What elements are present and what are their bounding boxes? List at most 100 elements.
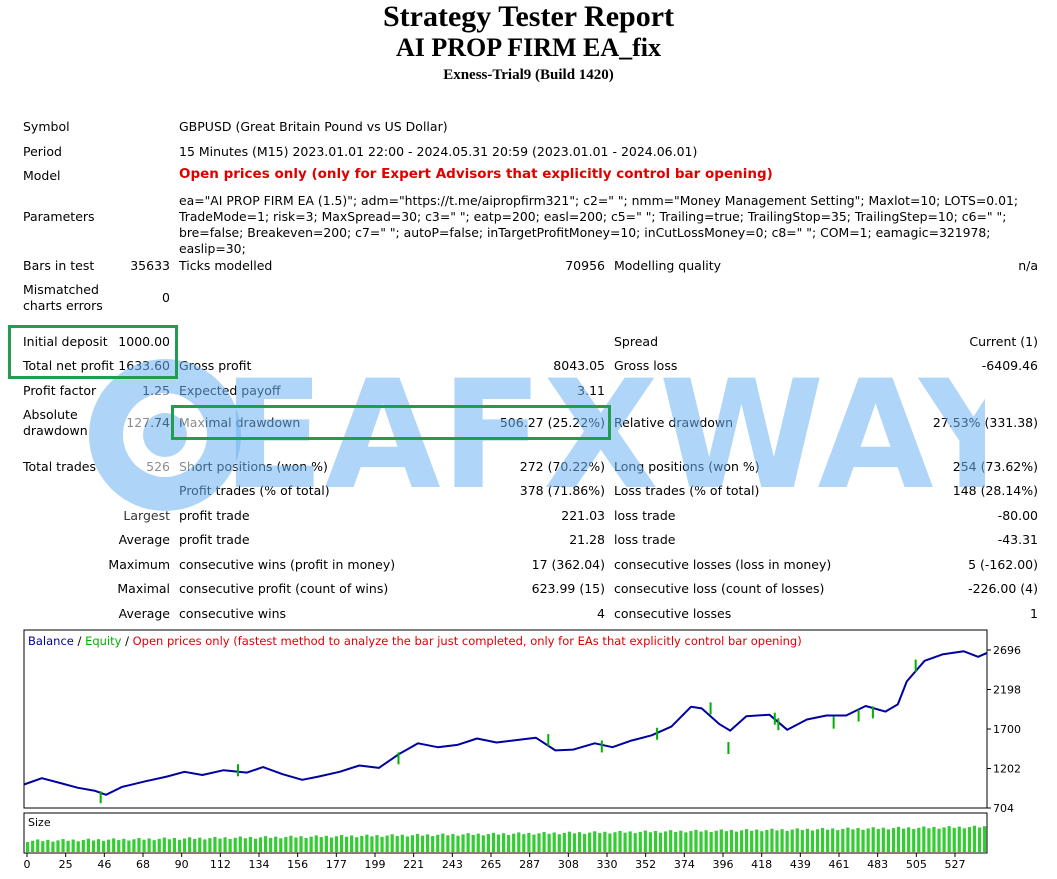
legend-sep1: / — [74, 634, 85, 648]
x-tick-label: 505 — [906, 858, 927, 871]
size-bar — [324, 835, 328, 852]
size-bar — [309, 836, 313, 852]
size-bar — [689, 831, 693, 852]
size-bar — [861, 829, 865, 852]
largest-label: Largest — [123, 508, 170, 523]
size-bar — [866, 828, 870, 852]
size-bar — [400, 834, 404, 852]
cons-losses-label: consecutive losses — [614, 606, 732, 621]
size-bar — [345, 836, 349, 852]
short-positions-label: Short positions (won %) — [179, 459, 328, 474]
size-bar — [486, 834, 490, 852]
size-bar — [901, 828, 906, 852]
size-bar — [522, 834, 526, 852]
size-bar — [618, 830, 622, 852]
size-bar — [648, 832, 653, 852]
size-bar — [375, 835, 379, 852]
size-bar — [745, 829, 749, 852]
size-label: Size — [28, 816, 51, 829]
size-bar — [101, 840, 106, 852]
size-bar — [664, 831, 668, 852]
size-bar — [172, 838, 177, 852]
legend-note: Open prices only (fastest method to anal… — [133, 634, 802, 648]
size-bar — [319, 837, 323, 852]
report-title: Strategy Tester Report — [382, 0, 675, 33]
drawdown-highlight — [171, 405, 611, 440]
size-bar — [588, 832, 592, 852]
quality-label: Modelling quality — [614, 258, 722, 273]
cons-loss-label: consecutive loss (count of losses) — [614, 581, 825, 596]
size-bar — [669, 830, 673, 852]
size-bar — [724, 831, 728, 852]
legend-balance: Balance — [28, 634, 74, 648]
size-bar — [228, 839, 232, 852]
size-bar — [542, 832, 546, 852]
size-bar — [96, 839, 101, 852]
size-bar — [841, 828, 845, 852]
maximum-label: Maximum — [108, 557, 170, 572]
size-bar — [851, 829, 855, 852]
size-bar — [456, 835, 460, 852]
size-bar — [709, 832, 713, 852]
maximal-drawdown-value: 506.27 (25.22%) — [499, 415, 605, 430]
size-bar — [385, 835, 389, 852]
mismatch-label: Mismatched charts errors — [23, 282, 103, 313]
size-bar — [203, 839, 207, 852]
size-bar — [304, 837, 308, 852]
size-bar — [329, 837, 334, 852]
size-bar — [370, 836, 374, 852]
expected-payoff-value: 3.11 — [577, 383, 605, 398]
x-tick-label: 46 — [97, 858, 111, 871]
loss-trades-value: 148 (28.14%) — [952, 483, 1038, 498]
size-bar — [420, 835, 425, 852]
size-bar — [785, 830, 789, 852]
size-bar — [188, 837, 192, 852]
size-bar — [360, 835, 364, 852]
size-bar — [977, 827, 982, 852]
quality-value: n/a — [1018, 258, 1038, 273]
size-bar — [243, 838, 247, 852]
size-bar — [233, 837, 237, 852]
size-bar — [562, 832, 566, 852]
size-bar — [142, 839, 146, 852]
size-bar — [405, 836, 409, 852]
long-positions-label: Long positions (won %) — [614, 459, 760, 474]
size-bar — [471, 834, 475, 852]
x-tick-label: 352 — [635, 858, 656, 871]
size-bar — [547, 833, 551, 852]
expected-payoff-label: Expected payoff — [179, 383, 281, 398]
ticks-value: 70956 — [565, 258, 605, 273]
gross-profit-label: Gross profit — [179, 358, 252, 373]
size-bar — [937, 828, 941, 852]
average-cons-label: Average — [118, 606, 170, 621]
x-tick-label: 287 — [519, 858, 540, 871]
bars-value: 35633 — [130, 258, 170, 273]
size-bar — [917, 827, 921, 852]
size-bar — [537, 833, 541, 852]
size-bar — [739, 830, 744, 852]
size-bar — [967, 827, 972, 852]
size-bar — [137, 837, 141, 852]
total-trades-label: Total trades — [23, 459, 97, 474]
size-bar — [623, 832, 627, 852]
x-tick-label: 461 — [829, 858, 850, 871]
profit-trades-value: 378 (71.86%) — [519, 483, 605, 498]
size-bar — [91, 840, 96, 852]
profit-factor-value: 1.25 — [142, 383, 170, 398]
size-bar — [71, 839, 75, 852]
size-bar — [410, 835, 415, 852]
size-bar — [147, 838, 151, 852]
size-bar — [269, 837, 273, 852]
total-trades-value: 526 — [146, 459, 170, 474]
size-bar — [952, 827, 956, 852]
size-bar — [750, 830, 754, 852]
size-bar — [760, 831, 764, 852]
size-bar — [755, 829, 759, 852]
size-bar — [831, 828, 835, 852]
x-tick-label: 265 — [481, 858, 502, 871]
size-bar — [289, 835, 293, 852]
size-bar — [81, 839, 85, 852]
size-bar — [912, 829, 916, 852]
average-profit-trade-label: profit trade — [179, 532, 250, 547]
size-bar — [41, 841, 45, 852]
